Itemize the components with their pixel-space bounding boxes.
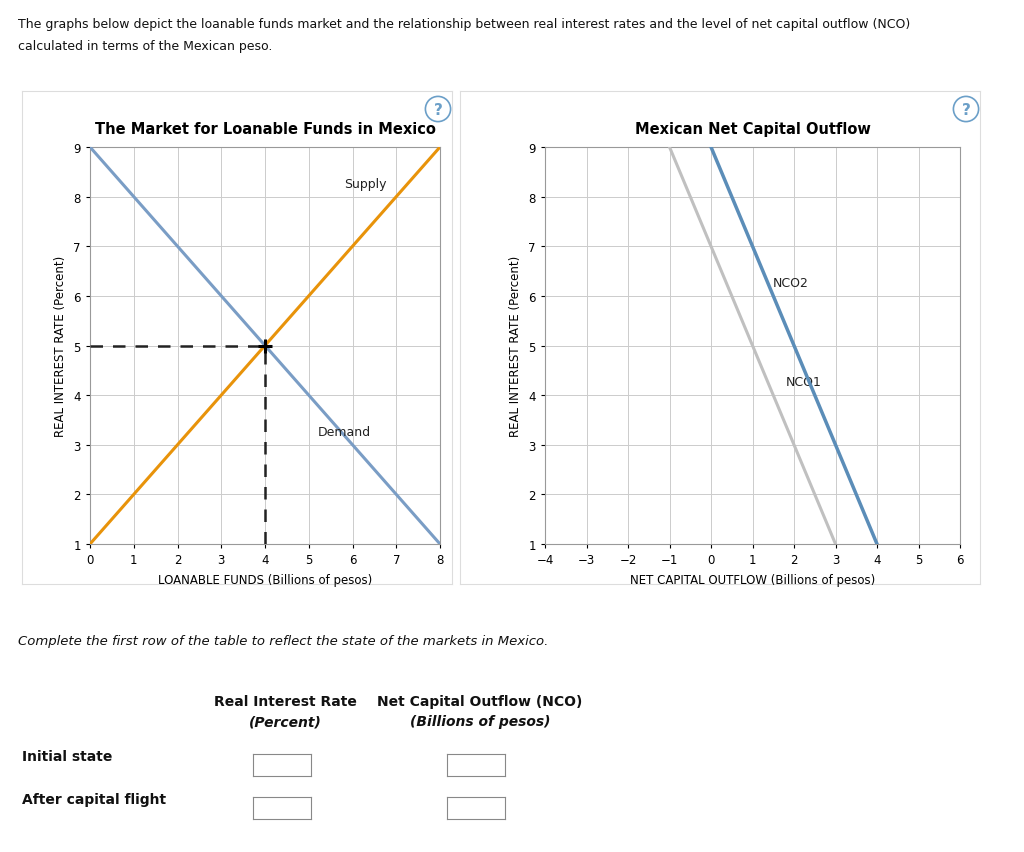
Text: Initial state: Initial state	[22, 749, 113, 763]
Text: Supply: Supply	[344, 177, 386, 191]
Text: ?: ?	[433, 103, 442, 118]
Text: Real Interest Rate: Real Interest Rate	[214, 694, 356, 708]
X-axis label: NET CAPITAL OUTFLOW (Billions of pesos): NET CAPITAL OUTFLOW (Billions of pesos)	[630, 573, 876, 586]
Text: NCO2: NCO2	[773, 277, 809, 290]
X-axis label: LOANABLE FUNDS (Billions of pesos): LOANABLE FUNDS (Billions of pesos)	[158, 573, 372, 586]
Text: Demand: Demand	[317, 425, 371, 438]
Circle shape	[953, 97, 979, 123]
Circle shape	[425, 97, 451, 123]
Title: Mexican Net Capital Outflow: Mexican Net Capital Outflow	[635, 122, 870, 137]
Text: (Billions of pesos): (Billions of pesos)	[410, 714, 550, 728]
Y-axis label: REAL INTEREST RATE (Percent): REAL INTEREST RATE (Percent)	[53, 256, 67, 436]
Text: (Percent): (Percent)	[249, 714, 322, 728]
Y-axis label: REAL INTEREST RATE (Percent): REAL INTEREST RATE (Percent)	[509, 256, 521, 436]
Text: Complete the first row of the table to reflect the state of the markets in Mexic: Complete the first row of the table to r…	[18, 634, 549, 648]
Text: ?: ?	[962, 103, 971, 118]
Text: Net Capital Outflow (NCO): Net Capital Outflow (NCO)	[377, 694, 583, 708]
Title: The Market for Loanable Funds in Mexico: The Market for Loanable Funds in Mexico	[94, 122, 435, 137]
Text: After capital flight: After capital flight	[22, 792, 166, 806]
Text: calculated in terms of the Mexican peso.: calculated in terms of the Mexican peso.	[18, 40, 272, 53]
Text: The graphs below depict the loanable funds market and the relationship between r: The graphs below depict the loanable fun…	[18, 18, 910, 31]
Text: NCO1: NCO1	[785, 376, 821, 389]
